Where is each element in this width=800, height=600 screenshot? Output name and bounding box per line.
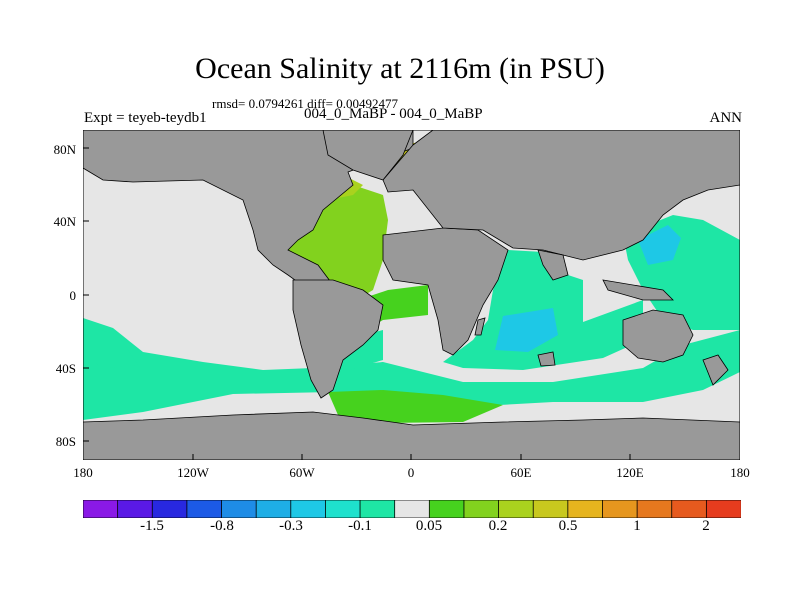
colorbar-cell bbox=[151, 500, 188, 518]
lon-label-180-right: 180 bbox=[730, 465, 750, 480]
colorbar-cell bbox=[83, 500, 119, 518]
lat-label-0: 0 bbox=[69, 288, 77, 303]
colorbar-cell bbox=[498, 500, 534, 518]
colorbar-label: -0.8 bbox=[210, 518, 234, 534]
colorbar-cell bbox=[255, 500, 292, 518]
colorbar-cell bbox=[325, 500, 361, 518]
colorbar-cell bbox=[705, 500, 741, 518]
lon-label-60E: 60E bbox=[510, 465, 532, 480]
season-label: ANN bbox=[709, 110, 743, 126]
salinity-map bbox=[83, 130, 740, 460]
anomaly-region-sw-pacific bbox=[83, 325, 138, 368]
colorbar-cell bbox=[221, 500, 257, 518]
colorbar-cell bbox=[636, 500, 673, 518]
land-dark-patch bbox=[537, 351, 556, 367]
anomaly-region-weddell-sea bbox=[328, 390, 503, 423]
lat-label-40S: 40S bbox=[55, 361, 76, 376]
colorbar-cell bbox=[394, 500, 431, 518]
colorbar-cell bbox=[567, 500, 604, 518]
lon-label-120E: 120E bbox=[616, 465, 644, 480]
land-eurasia bbox=[382, 130, 740, 261]
anomaly-region-indian-core bbox=[495, 308, 558, 352]
stats-text: rmsd= 0.0794261 diff= 0.00492477 bbox=[212, 96, 398, 111]
anomaly-region-southern-ocean-band bbox=[83, 318, 740, 420]
lat-label-80S: 80S bbox=[55, 434, 76, 449]
experiment-label: Expt = teyeb-teydb1 bbox=[84, 110, 207, 126]
colorbar-cell bbox=[428, 500, 465, 518]
colorbar-label: -1.5 bbox=[140, 518, 164, 534]
colorbar bbox=[83, 500, 741, 518]
lat-label-80N: 80N bbox=[53, 142, 76, 157]
map-ticks bbox=[83, 147, 631, 460]
colorbar-label: 0.05 bbox=[415, 518, 443, 534]
colorbar-label: 2 bbox=[702, 518, 710, 534]
colorbar-cell bbox=[463, 500, 500, 518]
land-antarctica bbox=[83, 411, 740, 460]
colorbar-cell bbox=[671, 500, 708, 518]
lon-label-0: 0 bbox=[407, 465, 415, 480]
lon-label-120W: 120W bbox=[177, 465, 209, 480]
colorbar-cell bbox=[186, 500, 223, 518]
colorbar-cell bbox=[532, 500, 569, 518]
colorbar-cell bbox=[359, 500, 396, 518]
colorbar-label: -0.3 bbox=[279, 518, 303, 534]
land-africa bbox=[382, 227, 509, 356]
land-madagascar bbox=[474, 317, 486, 336]
colorbar-label: 0.5 bbox=[558, 518, 578, 534]
colorbar-label: -0.1 bbox=[348, 518, 372, 534]
land-new-zealand bbox=[702, 354, 729, 386]
plot-title: Ocean Salinity at 2116m (in PSU) bbox=[195, 52, 605, 85]
colorbar-cell bbox=[117, 500, 153, 518]
land-australia bbox=[622, 309, 694, 363]
colorbar-cell bbox=[602, 500, 638, 518]
colorbar-cell bbox=[290, 500, 327, 518]
plot-subtitle: 004_0_MaBP - 004_0_MaBP bbox=[304, 106, 483, 122]
lon-label-60W: 60W bbox=[289, 465, 315, 480]
lat-label-40N: 40N bbox=[53, 214, 76, 229]
colorbar-label: 0.2 bbox=[488, 518, 508, 534]
colorbar-label: 1 bbox=[633, 518, 641, 534]
land-south-america bbox=[292, 279, 384, 399]
anomaly-region-australia-core bbox=[638, 225, 681, 265]
land-india bbox=[537, 249, 569, 281]
land-indonesia bbox=[602, 279, 674, 301]
lon-label-180-left: 180 bbox=[73, 465, 93, 480]
